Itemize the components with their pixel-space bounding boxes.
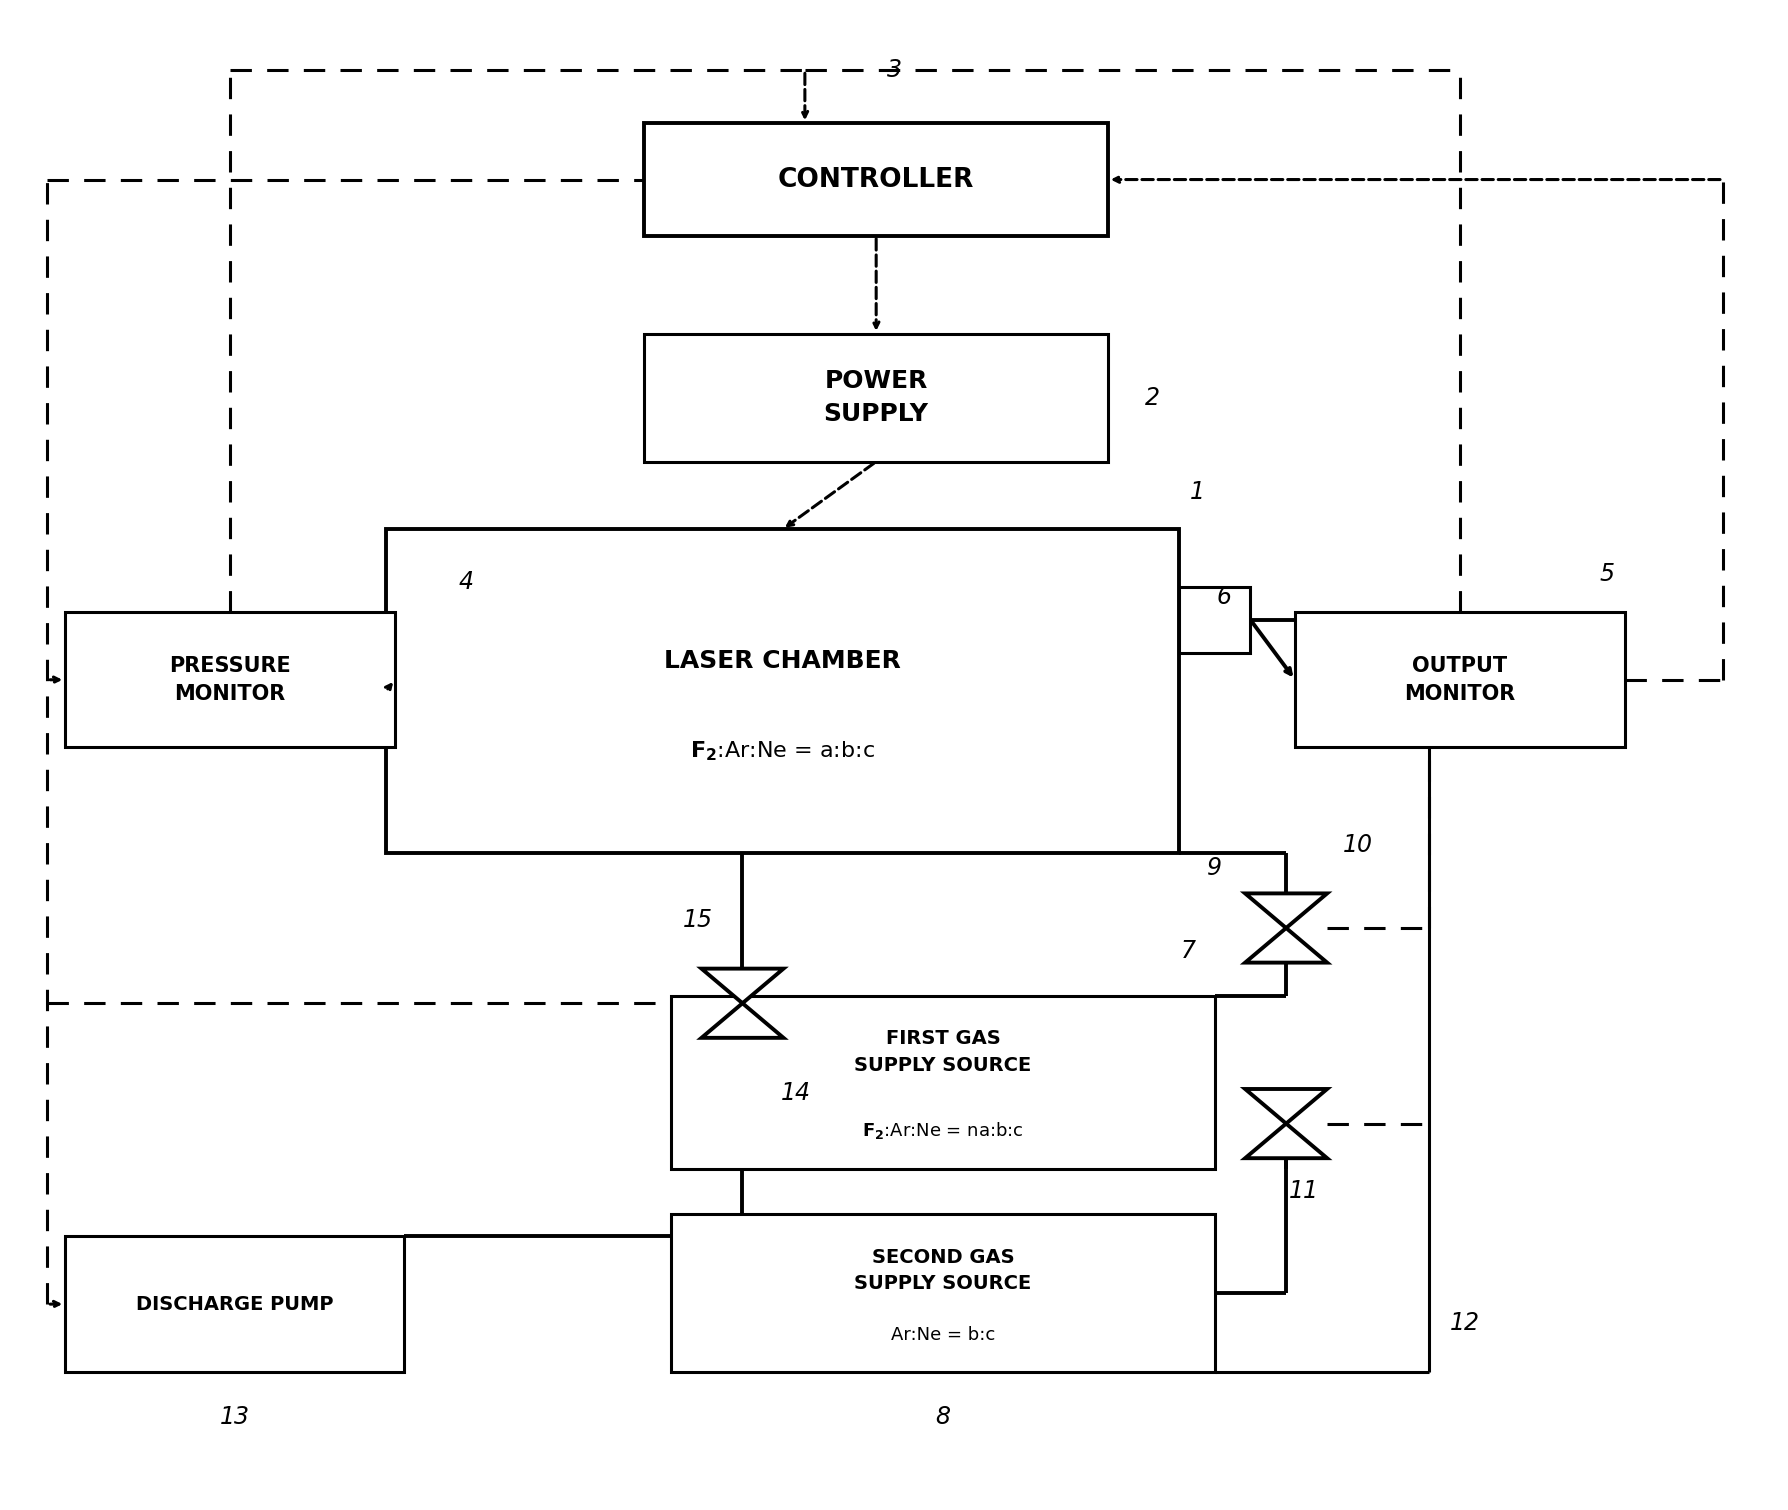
FancyBboxPatch shape bbox=[670, 1214, 1214, 1371]
Polygon shape bbox=[1244, 1123, 1327, 1158]
Text: OUTPUT
MONITOR: OUTPUT MONITOR bbox=[1404, 655, 1516, 704]
Text: 4: 4 bbox=[460, 569, 474, 593]
FancyBboxPatch shape bbox=[670, 995, 1214, 1169]
Text: LASER CHAMBER: LASER CHAMBER bbox=[663, 649, 901, 673]
FancyBboxPatch shape bbox=[644, 334, 1109, 462]
Text: 6: 6 bbox=[1216, 584, 1232, 609]
FancyBboxPatch shape bbox=[64, 1237, 404, 1371]
Text: CONTROLLER: CONTROLLER bbox=[778, 166, 974, 193]
Text: PRESSURE
MONITOR: PRESSURE MONITOR bbox=[170, 655, 291, 704]
FancyBboxPatch shape bbox=[386, 530, 1180, 853]
Polygon shape bbox=[1244, 894, 1327, 929]
Text: SECOND GAS
SUPPLY SOURCE: SECOND GAS SUPPLY SOURCE bbox=[855, 1247, 1032, 1293]
Polygon shape bbox=[701, 968, 783, 1003]
Text: 10: 10 bbox=[1343, 834, 1373, 858]
Text: 1: 1 bbox=[1189, 480, 1205, 504]
Text: Ar:Ne = b:c: Ar:Ne = b:c bbox=[890, 1326, 996, 1344]
Text: 5: 5 bbox=[1600, 562, 1615, 586]
Polygon shape bbox=[1244, 929, 1327, 962]
Polygon shape bbox=[1244, 1089, 1327, 1123]
Text: 9: 9 bbox=[1207, 856, 1223, 880]
Text: 14: 14 bbox=[781, 1081, 812, 1105]
Text: 12: 12 bbox=[1450, 1311, 1479, 1335]
Text: 8: 8 bbox=[935, 1404, 951, 1428]
Text: POWER
SUPPLY: POWER SUPPLY bbox=[824, 368, 928, 426]
FancyBboxPatch shape bbox=[644, 124, 1109, 236]
Text: FIRST GAS
SUPPLY SOURCE: FIRST GAS SUPPLY SOURCE bbox=[855, 1030, 1032, 1075]
Text: 13: 13 bbox=[220, 1404, 250, 1428]
Text: 15: 15 bbox=[683, 909, 713, 933]
Text: $\mathbf{F_2}$:Ar:Ne = na:b:c: $\mathbf{F_2}$:Ar:Ne = na:b:c bbox=[862, 1120, 1025, 1142]
Text: 11: 11 bbox=[1289, 1179, 1320, 1203]
Text: $\mathbf{F_2}$:Ar:Ne = a:b:c: $\mathbf{F_2}$:Ar:Ne = a:b:c bbox=[690, 740, 874, 763]
Polygon shape bbox=[701, 1003, 783, 1037]
Text: DISCHARGE PUMP: DISCHARGE PUMP bbox=[136, 1294, 333, 1314]
FancyBboxPatch shape bbox=[1180, 587, 1250, 652]
Text: 3: 3 bbox=[887, 59, 901, 83]
FancyBboxPatch shape bbox=[1295, 612, 1625, 747]
Text: 7: 7 bbox=[1180, 939, 1196, 962]
Text: 2: 2 bbox=[1144, 385, 1160, 409]
FancyBboxPatch shape bbox=[64, 612, 395, 747]
